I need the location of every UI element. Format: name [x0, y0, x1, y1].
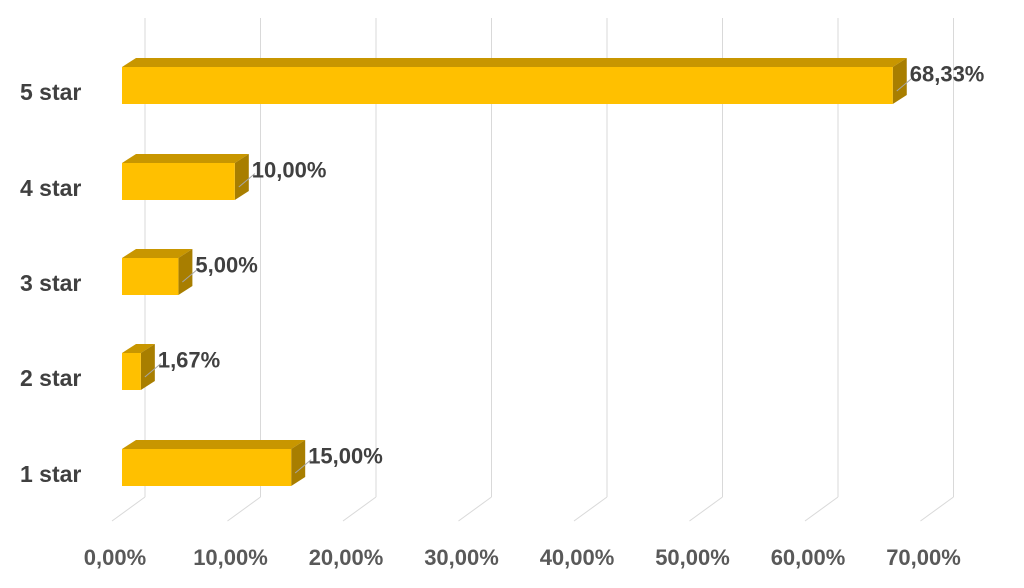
- bar-front-face: [122, 258, 179, 295]
- bar-side-face: [291, 440, 306, 486]
- floor-gridline: [111, 496, 146, 522]
- category-label: 2 star: [20, 365, 81, 391]
- floor-gridline: [804, 496, 839, 522]
- x-tick-label: 60,00%: [771, 545, 846, 570]
- data-label: 15,00%: [308, 444, 383, 469]
- bar: [122, 249, 193, 295]
- bar-side-face: [234, 154, 249, 200]
- bar-side-face: [892, 58, 907, 104]
- bar-top-face: [122, 344, 155, 353]
- floor-gridline: [458, 496, 492, 522]
- data-label: 10,00%: [252, 158, 327, 183]
- bar-front-face: [122, 449, 292, 486]
- category-label: 1 star: [20, 461, 81, 487]
- bar-top-face: [122, 154, 249, 163]
- category-label: 5 star: [20, 79, 81, 105]
- bar-top-face: [122, 58, 907, 67]
- bar-top-face: [122, 249, 193, 258]
- bar-front-face: [122, 353, 141, 390]
- x-tick-label: 30,00%: [424, 545, 499, 570]
- x-tick-label: 40,00%: [540, 545, 615, 570]
- x-tick-label: 20,00%: [309, 545, 384, 570]
- bar-top-face: [122, 440, 306, 449]
- data-label-leader: [144, 363, 162, 378]
- category-label: 3 star: [20, 270, 81, 296]
- bar: [122, 58, 907, 104]
- data-label-leader: [238, 173, 256, 188]
- bar-front-face: [122, 67, 893, 104]
- floor-gridline: [573, 496, 608, 522]
- floor-gridline: [689, 496, 723, 522]
- x-tick-label: 0,00%: [84, 545, 146, 570]
- bar-side-face: [178, 249, 193, 295]
- data-label-leader: [294, 459, 312, 474]
- bar-front-face: [122, 163, 235, 200]
- data-label: 5,00%: [195, 253, 257, 278]
- data-label: 1,67%: [158, 348, 220, 373]
- bar: [122, 440, 306, 486]
- floor-gridline: [227, 496, 261, 522]
- bar: [122, 344, 155, 390]
- x-tick-label: 10,00%: [193, 545, 268, 570]
- data-label-leader: [182, 268, 199, 283]
- data-label-leader: [896, 77, 914, 92]
- bar-side-face: [140, 344, 155, 390]
- bar: [122, 154, 249, 200]
- floor-gridline: [920, 496, 954, 522]
- data-label: 68,33%: [910, 62, 985, 87]
- floor-gridline: [342, 496, 377, 522]
- x-tick-label: 70,00%: [886, 545, 961, 570]
- x-tick-label: 50,00%: [655, 545, 730, 570]
- category-label: 4 star: [20, 175, 81, 201]
